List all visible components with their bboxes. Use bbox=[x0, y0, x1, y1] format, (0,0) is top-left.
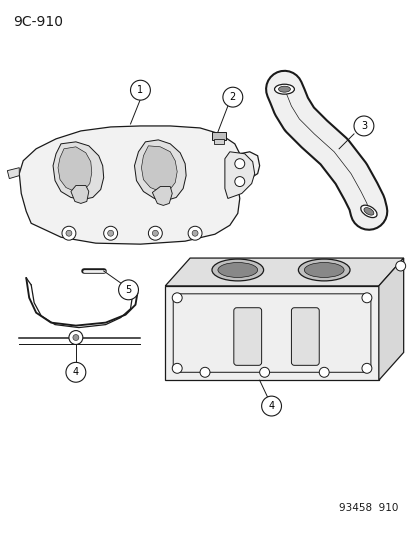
Circle shape bbox=[66, 230, 72, 236]
Polygon shape bbox=[378, 258, 403, 380]
Circle shape bbox=[69, 330, 83, 344]
Circle shape bbox=[234, 159, 244, 168]
Polygon shape bbox=[165, 286, 378, 380]
Polygon shape bbox=[58, 147, 92, 191]
Circle shape bbox=[353, 116, 373, 136]
Circle shape bbox=[118, 280, 138, 300]
Text: 4: 4 bbox=[73, 367, 79, 377]
Circle shape bbox=[234, 176, 244, 187]
Circle shape bbox=[107, 230, 113, 236]
Text: 2: 2 bbox=[229, 92, 235, 102]
Circle shape bbox=[148, 227, 162, 240]
Ellipse shape bbox=[363, 208, 373, 215]
Circle shape bbox=[259, 367, 269, 377]
Circle shape bbox=[152, 230, 158, 236]
Circle shape bbox=[73, 335, 78, 341]
FancyBboxPatch shape bbox=[291, 308, 318, 365]
Ellipse shape bbox=[304, 263, 343, 277]
Circle shape bbox=[62, 227, 76, 240]
Circle shape bbox=[66, 362, 85, 382]
Polygon shape bbox=[224, 152, 254, 198]
Text: 4: 4 bbox=[268, 401, 274, 411]
Ellipse shape bbox=[274, 84, 294, 94]
Circle shape bbox=[172, 293, 182, 303]
Text: 5: 5 bbox=[125, 285, 131, 295]
Circle shape bbox=[199, 367, 209, 377]
Ellipse shape bbox=[211, 259, 263, 281]
Polygon shape bbox=[71, 185, 88, 204]
Text: 3: 3 bbox=[360, 121, 366, 131]
Polygon shape bbox=[134, 140, 186, 200]
Polygon shape bbox=[152, 187, 172, 205]
Polygon shape bbox=[141, 146, 177, 191]
Circle shape bbox=[361, 364, 371, 373]
Circle shape bbox=[130, 80, 150, 100]
Text: 1: 1 bbox=[137, 85, 143, 95]
Text: 93458  910: 93458 910 bbox=[339, 503, 398, 513]
Circle shape bbox=[261, 396, 281, 416]
Polygon shape bbox=[53, 142, 103, 199]
Circle shape bbox=[103, 227, 117, 240]
FancyBboxPatch shape bbox=[233, 308, 261, 365]
Text: 9C-910: 9C-910 bbox=[13, 15, 63, 29]
Polygon shape bbox=[165, 258, 403, 286]
Ellipse shape bbox=[298, 259, 349, 281]
Circle shape bbox=[192, 230, 197, 236]
Circle shape bbox=[318, 367, 328, 377]
Polygon shape bbox=[7, 168, 19, 179]
Ellipse shape bbox=[217, 263, 257, 277]
Ellipse shape bbox=[278, 86, 290, 92]
Ellipse shape bbox=[360, 205, 376, 217]
FancyBboxPatch shape bbox=[214, 139, 223, 144]
Polygon shape bbox=[19, 126, 259, 244]
Circle shape bbox=[361, 293, 371, 303]
Circle shape bbox=[172, 364, 182, 373]
Circle shape bbox=[222, 87, 242, 107]
Circle shape bbox=[188, 227, 202, 240]
Circle shape bbox=[395, 261, 405, 271]
FancyBboxPatch shape bbox=[211, 132, 225, 140]
